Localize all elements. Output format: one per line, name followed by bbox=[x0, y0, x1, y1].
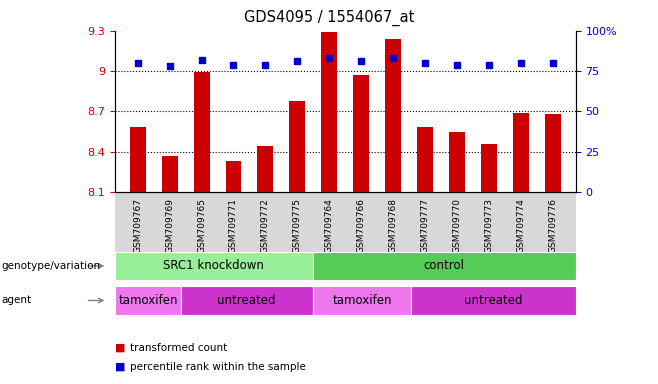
Bar bbox=[353, 75, 369, 192]
Bar bbox=[193, 73, 209, 192]
Point bbox=[132, 60, 143, 66]
Text: untreated: untreated bbox=[465, 294, 522, 307]
Point bbox=[228, 61, 239, 68]
Point bbox=[164, 63, 175, 69]
Bar bbox=[161, 156, 178, 192]
Point bbox=[484, 61, 495, 68]
Bar bbox=[226, 161, 241, 192]
Bar bbox=[545, 114, 561, 192]
Bar bbox=[322, 32, 338, 192]
Point bbox=[516, 60, 526, 66]
Text: tamoxifen: tamoxifen bbox=[332, 294, 392, 307]
Bar bbox=[449, 131, 465, 192]
Bar bbox=[417, 127, 434, 192]
Text: ■: ■ bbox=[115, 362, 126, 372]
Text: genotype/variation: genotype/variation bbox=[1, 261, 101, 271]
Text: ■: ■ bbox=[115, 343, 126, 353]
Point bbox=[324, 55, 335, 61]
Point bbox=[420, 60, 431, 66]
Point bbox=[292, 58, 303, 65]
Text: control: control bbox=[424, 260, 465, 272]
Bar bbox=[130, 127, 145, 192]
Text: tamoxifen: tamoxifen bbox=[118, 294, 178, 307]
Bar bbox=[386, 39, 401, 192]
Point bbox=[260, 61, 270, 68]
Point bbox=[548, 60, 559, 66]
Text: transformed count: transformed count bbox=[130, 343, 227, 353]
Text: GDS4095 / 1554067_at: GDS4095 / 1554067_at bbox=[244, 10, 414, 26]
Bar bbox=[257, 146, 274, 192]
Text: untreated: untreated bbox=[218, 294, 276, 307]
Point bbox=[388, 55, 399, 61]
Point bbox=[196, 57, 207, 63]
Bar bbox=[513, 113, 530, 192]
Text: SRC1 knockdown: SRC1 knockdown bbox=[163, 260, 265, 272]
Point bbox=[356, 58, 367, 65]
Bar bbox=[482, 144, 497, 192]
Text: percentile rank within the sample: percentile rank within the sample bbox=[130, 362, 305, 372]
Bar bbox=[290, 101, 305, 192]
Point bbox=[452, 61, 463, 68]
Text: agent: agent bbox=[1, 295, 32, 306]
